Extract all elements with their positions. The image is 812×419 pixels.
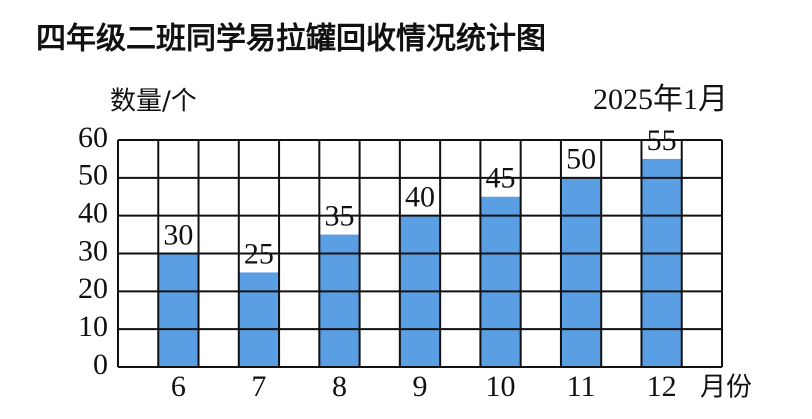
data-label: 35: [324, 199, 354, 232]
x-tick-label: 12: [647, 370, 677, 403]
x-tick-label: 7: [251, 370, 266, 403]
y-tick-label: 50: [78, 159, 108, 192]
data-label: 50: [566, 143, 596, 176]
y-tick-label: 10: [78, 310, 108, 343]
x-tick-label: 9: [413, 370, 428, 403]
annotation: 2025年1月: [593, 83, 728, 116]
data-label: 30: [163, 218, 193, 251]
data-label: 25: [244, 237, 274, 270]
bar: [560, 177, 602, 367]
y-axis-label: 数量/个: [110, 87, 197, 117]
data-label: 55: [647, 124, 677, 157]
chart-title: 四年级二班同学易拉罐回收情况统计图: [36, 22, 546, 57]
data-label: 40: [405, 181, 435, 214]
y-tick-label: 30: [78, 234, 108, 267]
bar: [158, 253, 199, 367]
bar: [238, 272, 280, 367]
x-axis-label: 月份: [700, 373, 752, 403]
y-tick-label: 60: [78, 121, 108, 154]
data-label: 45: [486, 162, 516, 195]
x-tick-label: 8: [332, 370, 347, 403]
y-tick-label: 40: [78, 197, 108, 230]
x-tick-label: 10: [486, 370, 516, 403]
x-tick-label: 6: [171, 370, 186, 403]
y-tick-label: 0: [93, 348, 108, 381]
bar: [641, 158, 682, 367]
bar: [319, 234, 360, 367]
bar: [480, 196, 521, 367]
x-tick-label: 11: [567, 370, 596, 403]
y-tick-label: 20: [78, 272, 108, 305]
